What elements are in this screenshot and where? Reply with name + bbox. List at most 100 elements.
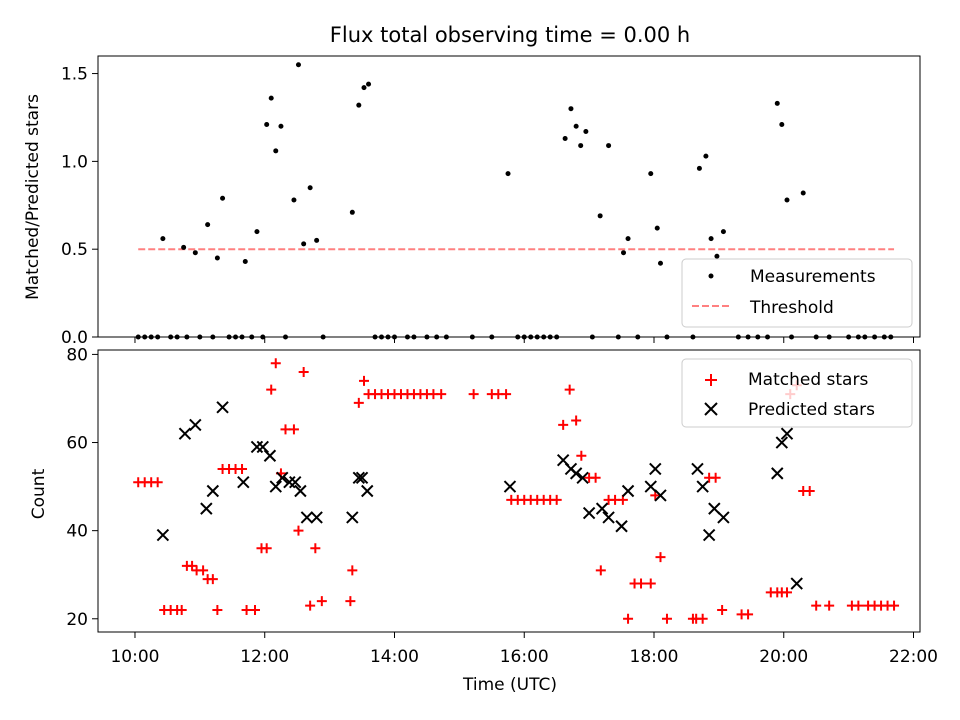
measurement-point [160,236,166,242]
measurement-point [573,123,579,129]
measurement-point [301,241,307,247]
matched-star-point [198,565,209,576]
bottom-x-tick-label: 10:00 [110,647,159,667]
matched-star-point [501,389,512,400]
measurement-point [314,237,320,243]
measurement-point [307,185,313,191]
matched-star-point [571,415,582,426]
predicted-star-point [276,471,289,484]
bottom-y-tick-label: 60 [66,434,88,454]
matched-star-point [824,600,835,611]
matched-star-point [241,604,252,615]
legend-matched-marker [705,374,717,386]
bottom-y-ticks: 20 40 60 80 [66,345,98,630]
measurement-point [192,250,198,256]
bottom-legend-box [681,358,913,428]
measurement-point [181,244,187,250]
matched-star-point [358,375,369,386]
measurement-point [597,213,603,219]
matched-star-point [468,389,479,400]
matched-star-point [623,613,634,624]
bottom-x-tick-label: 12:00 [240,647,289,667]
measurement-point [774,100,780,106]
predicted-star-point [503,480,517,493]
matched-star-point [717,604,728,615]
matched-star-point [176,604,187,615]
predicted-star-point [644,480,657,493]
matched-star-point [743,609,754,620]
predicted-star-point [263,449,277,462]
matched-star-point [645,578,656,589]
predicted-star-point [289,475,302,489]
matched-star-point [237,463,248,474]
predicted-star-point [615,520,628,533]
matched-star-point [266,384,277,395]
predicted-star-point [310,511,323,524]
legend-predicted-label: Predicted stars [748,400,875,420]
predicted-star-point [702,528,716,542]
predicted-star-point [361,484,374,498]
legend-measurements-marker [708,273,714,279]
predicted-star-point [621,484,635,498]
bottom-x-axis-label: Time (UTC) [462,675,557,695]
predicted-star-point [156,528,170,542]
legend-matched-label: Matched stars [748,370,868,390]
matched-star-point [310,543,321,554]
predicted-star-point [352,471,366,484]
matched-star-point [590,472,601,483]
predicted-star-point [250,440,264,454]
matched-star-point [558,419,569,430]
top-axes-frame [97,55,921,338]
matched-star-point [345,596,356,607]
matched-star-point [280,424,291,435]
predicted-star-point [582,506,596,520]
measurement-point [784,197,790,203]
matched-star-point [347,565,358,576]
top-legend-box [681,258,913,328]
top-y-tick-label: 1.0 [61,152,88,172]
matched-star-point [697,613,708,624]
predicted-star-point [790,577,803,590]
measurement-point [349,209,355,215]
predicted-star-point [237,475,250,489]
measurement-point [264,121,270,127]
matched-star-point [187,560,198,571]
matched-star-point [305,600,316,611]
matched-star-point [270,358,281,369]
matched-star-point [261,543,272,554]
predicted-star-point [595,502,609,515]
measurement-point [779,121,785,127]
top-y-tick-label: 0.0 [61,328,88,348]
matched-star-point [564,384,575,395]
matched-star-point [353,397,364,408]
predicted-star-point [691,462,704,476]
bottom-y-tick-label: 40 [66,522,88,542]
bottom-plot-area [133,358,900,624]
matched-star-point [595,565,606,576]
matched-star-point [782,587,793,598]
predicted-star-point [300,511,314,524]
matched-star-point [152,477,163,488]
top-legend: Measurements Threshold [681,258,913,328]
top-y-tick-label: 1.5 [61,65,88,85]
measurement-point [708,236,714,242]
predicted-star-point [355,471,369,484]
bottom-x-tick-label: 14:00 [370,647,419,667]
predicted-star-point [771,467,784,480]
matched-star-point [576,450,587,461]
matched-star-point [212,604,223,615]
predicted-star-point [216,401,229,414]
measurement-point [714,253,720,259]
matched-star-point [811,600,822,611]
measurement-point [648,171,654,177]
top-y-ticks: 0.0 0.5 1.0 1.5 [61,65,98,348]
predicted-star-point [189,418,202,432]
bottom-y-axis-label: Count [29,468,49,519]
predicted-star-point [283,475,296,489]
predicted-star-point [200,502,213,515]
bottom-x-tick-label: 18:00 [630,647,679,667]
predicted-star-point [256,440,269,454]
matched-star-point [551,494,562,505]
matched-star-point [293,525,304,536]
